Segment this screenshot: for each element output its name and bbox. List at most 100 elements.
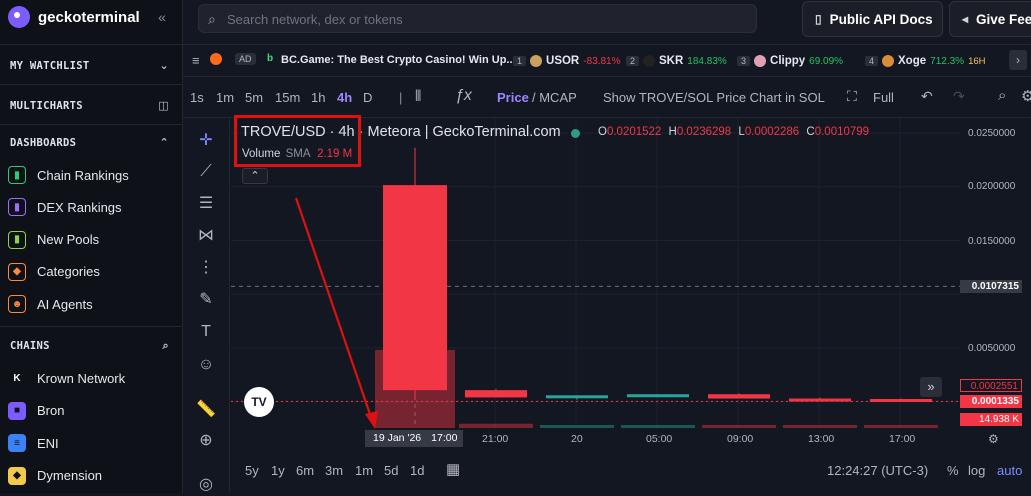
- timeframe-1m[interactable]: 1m: [216, 90, 235, 105]
- search-box[interactable]: ⌕ Search network, dex or tokens: [198, 4, 757, 33]
- search-icon[interactable]: ⌕: [162, 339, 169, 352]
- auto-toggle[interactable]: auto: [997, 463, 1023, 478]
- dashboard-item-icon: ▮: [8, 166, 26, 184]
- brush-icon[interactable]: ✎: [199, 291, 213, 308]
- sidebar-item-label: AI Agents: [37, 296, 93, 312]
- trendline-icon[interactable]: ⟋: [200, 163, 212, 180]
- mcap-toggle[interactable]: / MCAP: [532, 90, 577, 105]
- volume-label: Volume: [242, 148, 281, 160]
- price-toggle[interactable]: Price: [497, 90, 529, 105]
- timeframe-1s[interactable]: 1s: [190, 90, 204, 105]
- ticker-item[interactable]: 1 USOR -83.81%: [513, 55, 621, 67]
- book-icon: ▯: [815, 12, 822, 26]
- tradingview-logo-icon[interactable]: TV: [244, 387, 274, 417]
- range-5d[interactable]: 5d: [384, 463, 399, 478]
- ticker-item[interactable]: 2 SKR 184.83%: [626, 55, 727, 67]
- dashboard-item-icon: ◆: [8, 262, 26, 281]
- time-label: 13:00: [808, 433, 835, 445]
- timeframe-15m[interactable]: 15m: [275, 90, 301, 105]
- give-feedback-button[interactable]: ◂ Give Fee: [949, 1, 1031, 37]
- ad-text[interactable]: BC.Game: The Best Crypto Casino! Win Up.…: [281, 54, 516, 66]
- time-label: 17:00: [889, 433, 916, 445]
- divider: [0, 44, 183, 45]
- volume-legend: Volume SMA 2.19 M: [242, 148, 352, 160]
- timeframe-4h[interactable]: 4h: [337, 90, 353, 105]
- annotation-highlight-box: [234, 115, 361, 167]
- log-toggle[interactable]: log: [968, 463, 986, 478]
- drawing-tools: ✛ ⟋ ☰ ⋈ ⋮ ✎ T ☺ 📏 ⊕ ◎: [183, 118, 230, 493]
- public-api-docs-button[interactable]: ▯ Public API Docs: [802, 1, 943, 37]
- sidebar-item-chain-dymension[interactable]: ◆ Dymension: [8, 464, 178, 488]
- price-scale[interactable]: 0.0250000 0.0200000 0.0150000 0.0107315 …: [958, 118, 1031, 450]
- open-label: O: [598, 126, 607, 138]
- timeframe-5m[interactable]: 5m: [245, 90, 264, 105]
- multichart-grid-icon: ◫: [158, 99, 169, 112]
- magnet-icon[interactable]: ◎: [199, 476, 213, 493]
- redo-icon[interactable]: ↷: [953, 88, 965, 104]
- clock-readout[interactable]: 12:24:27 (UTC-3): [827, 463, 929, 478]
- range-6m[interactable]: 6m: [296, 463, 315, 478]
- text-icon[interactable]: T: [201, 323, 211, 340]
- collapse-sidebar-icon[interactable]: «: [158, 9, 166, 25]
- percent-toggle[interactable]: %: [947, 463, 959, 478]
- multicharts-header[interactable]: MULTICHARTS ◫: [0, 93, 183, 119]
- show-sol-chart-button[interactable]: Show TROVE/SOL Price Chart in SOL: [603, 90, 825, 105]
- timeframe-D[interactable]: D: [363, 90, 373, 105]
- sidebar-item-categories[interactable]: ◆ Categories: [8, 260, 178, 284]
- price-chart[interactable]: [231, 118, 960, 450]
- range-1m[interactable]: 1m: [355, 463, 374, 478]
- zoom-in-icon[interactable]: ⊕: [199, 432, 213, 449]
- search-icon: ⌕: [208, 11, 216, 27]
- range-1y[interactable]: 1y: [271, 463, 285, 478]
- range-1d[interactable]: 1d: [410, 463, 425, 478]
- brand-name[interactable]: geckoterminal: [38, 9, 140, 26]
- fib-lines-icon[interactable]: ☰: [198, 195, 214, 212]
- time-label: 05:00: [646, 433, 673, 445]
- sidebar-item-dex-rankings[interactable]: ▮ DEX Rankings: [8, 195, 178, 219]
- range-3m[interactable]: 3m: [325, 463, 344, 478]
- full-button[interactable]: Full: [873, 90, 894, 105]
- undo-icon[interactable]: ↶: [921, 88, 933, 104]
- collapse-legend-button[interactable]: ⌃: [242, 168, 268, 184]
- crosshair-icon[interactable]: ✛: [199, 132, 213, 149]
- settings-icon[interactable]: ⚙: [1021, 88, 1031, 105]
- gecko-logo-icon[interactable]: [8, 6, 30, 28]
- time-label: 20: [571, 433, 583, 445]
- menu-icon[interactable]: ≡: [192, 53, 200, 68]
- chevron-right-icon[interactable]: ›: [1009, 50, 1027, 70]
- multicharts-label: MULTICHARTS: [10, 100, 83, 112]
- candles-icon[interactable]: ⫴: [415, 88, 422, 105]
- sidebar-item-ai-agents[interactable]: ☻ AI Agents: [8, 292, 178, 316]
- sidebar-item-chain-eni[interactable]: ≡ ENI: [8, 431, 178, 455]
- sidebar-item-chain-bron[interactable]: ■ Bron: [8, 399, 178, 423]
- scale-settings-icon[interactable]: ⚙: [988, 432, 999, 446]
- forecast-icon[interactable]: ⋮: [198, 259, 214, 276]
- ticker-item[interactable]: 3 Clippy 69.09%: [737, 55, 843, 67]
- token-logo-icon: [754, 55, 767, 67]
- scroll-to-realtime-button[interactable]: »: [920, 377, 942, 397]
- volume-value: 2.19 M: [317, 148, 353, 160]
- watchlist-header[interactable]: MY WATCHLIST ⌄: [0, 53, 183, 79]
- chain-logo-icon: ≡: [8, 434, 26, 452]
- ticker-item[interactable]: 4 Xoge 712.3% 16H: [865, 55, 986, 67]
- time-axis[interactable]: 19 Jan '26 17:00 21:00 20 05:00 09:00 13:…: [231, 428, 960, 450]
- search-input[interactable]: Search network, dex or tokens: [227, 12, 403, 27]
- ruler-icon[interactable]: 📏: [196, 401, 216, 418]
- sidebar-item-chain-rankings[interactable]: ▮ Chain Rankings: [8, 163, 178, 187]
- annotation-arrow-head: [365, 411, 378, 429]
- sidebar-item-chain-krown-network[interactable]: K Krown Network: [8, 366, 178, 390]
- dashboards-header[interactable]: DASHBOARDS ⌃: [0, 130, 183, 156]
- timeframe-1h[interactable]: 1h: [311, 90, 326, 105]
- indicators-icon[interactable]: ƒx: [455, 87, 472, 104]
- low-value: 0.0002286: [744, 126, 800, 138]
- sidebar-item-new-pools[interactable]: ▮ New Pools: [8, 228, 178, 252]
- fullscreen-icon[interactable]: ⛶: [847, 88, 857, 104]
- candle-body: [465, 390, 527, 398]
- pattern-icon[interactable]: ⋈: [198, 227, 214, 244]
- range-5y[interactable]: 5y: [245, 463, 259, 478]
- time-label: 21:00: [482, 433, 509, 445]
- magnifier-settings-icon[interactable]: ⌕: [998, 87, 1007, 104]
- top-bar: ⌕ Search network, dex or tokens ▯ Public …: [183, 0, 1031, 45]
- emoji-icon[interactable]: ☺: [197, 356, 215, 373]
- date-range-icon[interactable]: ▦: [446, 461, 461, 478]
